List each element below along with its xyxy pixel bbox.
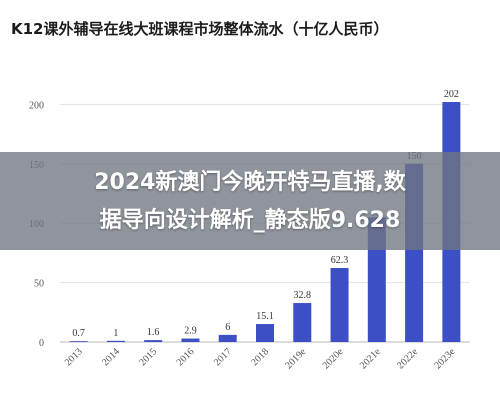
value-label-2023e: 202	[444, 89, 459, 100]
value-label-2020e: 62.3	[331, 255, 349, 266]
x-tick-label-2023e: 2023e	[432, 346, 457, 371]
bar-2016	[181, 338, 200, 342]
bar-2014	[106, 340, 125, 342]
x-tick-label-2019e: 2019e	[283, 346, 308, 371]
y-tick-label: 0	[39, 338, 44, 349]
x-tick-label-2022e: 2022e	[395, 346, 420, 371]
y-tick-label: 50	[34, 279, 44, 290]
value-label-2018: 15.1	[256, 311, 274, 322]
x-tick-label-2021e: 2021e	[358, 346, 383, 371]
value-label-2019e: 32.8	[294, 290, 312, 301]
x-tick-label-2016: 2016	[175, 346, 197, 368]
bar-2013	[69, 341, 88, 342]
banner-line-2: 据导向设计解析_静态版9.628	[99, 208, 401, 233]
x-tick-label-2015: 2015	[137, 346, 159, 368]
bar-2020e	[330, 267, 349, 342]
bar-2018	[256, 324, 274, 342]
value-label-2013: 0.7	[72, 328, 85, 339]
x-tick-label-2020e: 2020e	[321, 346, 346, 371]
value-label-2016: 2.9	[184, 326, 197, 337]
chart-title: K12课外辅导在线大班课程市场整体流水（十亿人民币）	[11, 20, 389, 38]
value-label-2015: 1.6	[147, 327, 160, 338]
overlay-banner: 2024新澳门今晚开特马直播,数 据导向设计解析_静态版9.628	[0, 152, 500, 250]
x-tick-label-2017: 2017	[212, 346, 234, 368]
x-tick-label-2018: 2018	[249, 346, 271, 368]
value-label-2017: 6	[225, 322, 230, 333]
bar-2017	[218, 334, 237, 342]
y-tick-label: 200	[29, 100, 44, 111]
x-tick-label-2013: 2013	[63, 346, 85, 368]
x-tick-label-2014: 2014	[100, 346, 122, 368]
bar-2019e	[293, 303, 312, 342]
value-label-2014: 1	[113, 328, 118, 339]
banner-line-1: 2024新澳门今晚开特马直播,数	[94, 170, 406, 195]
bar-2015	[144, 340, 163, 342]
